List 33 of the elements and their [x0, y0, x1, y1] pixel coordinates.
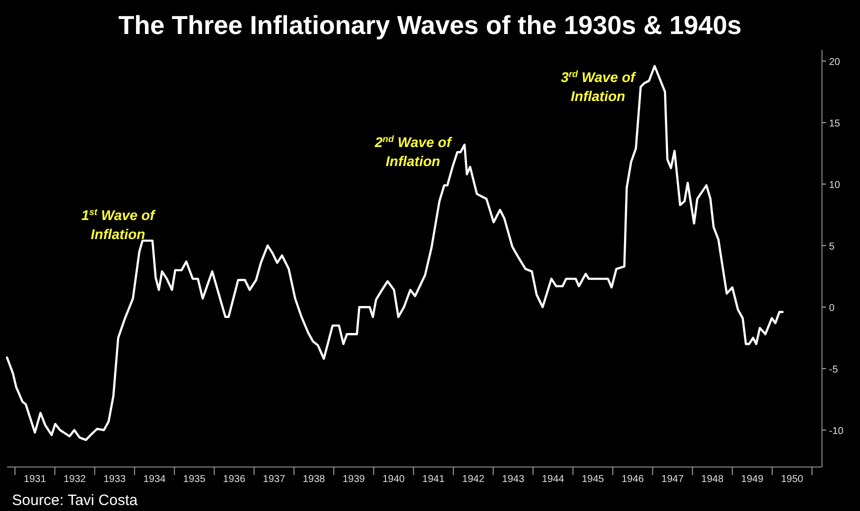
x-tick-label: 1937: [262, 474, 286, 485]
annotation: 1$^{st}$ Wave of Inflation: [81, 207, 156, 242]
x-tick-label: 1950: [780, 474, 804, 485]
x-tick-label: 1939: [342, 474, 366, 485]
x-tick-label: 1947: [661, 474, 684, 485]
x-tick-label: 1938: [302, 474, 326, 485]
source-note: Source: Tavi Costa: [12, 492, 138, 509]
y-tick-label: 10: [829, 180, 841, 192]
x-tick-label: 1934: [143, 474, 166, 485]
x-tick-label: 1931: [24, 474, 46, 485]
y-tick-label: 5: [829, 242, 835, 253]
x-tick-label: 1932: [64, 474, 86, 485]
x-tick-label: 1946: [622, 474, 644, 485]
chart-title: The Three Inflationary Waves of the 1930s & 1940s: [118, 10, 742, 40]
x-tick-label: 1933: [103, 474, 126, 485]
y-tick-label: 20: [829, 57, 841, 68]
y-tick-label: -10: [829, 426, 844, 438]
x-tick-label: 1936: [223, 474, 246, 485]
line-series: [6, 64, 784, 442]
x-tick-label: 1940: [382, 474, 406, 485]
x-tick-label: 1935: [183, 474, 206, 485]
annotation: 2$^{nd}$ Wave of Inflation: [374, 134, 452, 169]
y-tick-label: -5: [829, 364, 838, 376]
x-tick-label: 1943: [502, 474, 525, 485]
x-tick-label: 1942: [462, 474, 485, 485]
x-tick-label: 1948: [701, 474, 724, 485]
y-tick-label: 0: [829, 303, 835, 314]
x-tick-label: 1945: [582, 474, 604, 485]
x-tick-label: 1941: [422, 474, 445, 485]
y-tick-label: 15: [829, 118, 841, 130]
x-tick-label: 1944: [542, 474, 565, 485]
annotation: 3$^{rd}$ Wave of Inflation: [560, 69, 636, 104]
x-tick-label: 1949: [741, 474, 764, 485]
